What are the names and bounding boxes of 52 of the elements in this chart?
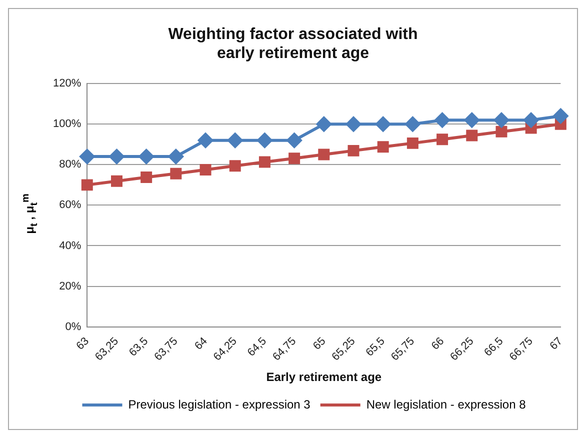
x-tick-label: 64,5	[245, 335, 269, 359]
x-tick-label: 66	[429, 335, 447, 352]
point	[377, 141, 389, 153]
point	[110, 175, 122, 187]
point	[288, 152, 300, 164]
point	[81, 179, 93, 191]
point	[170, 168, 182, 180]
y-tick-label: 120%	[52, 78, 82, 90]
point	[348, 144, 360, 156]
x-axis-title: Early retirement age	[266, 370, 382, 384]
point	[434, 112, 450, 128]
point	[140, 171, 152, 183]
point	[496, 126, 508, 138]
point	[229, 160, 241, 172]
point	[494, 112, 509, 128]
point	[464, 112, 480, 128]
x-tick-label: 63	[74, 335, 92, 352]
y-tick-label: 40%	[59, 240, 82, 252]
x-tick-label: 67	[548, 335, 565, 352]
point	[466, 130, 478, 142]
point	[228, 132, 243, 148]
point	[436, 134, 448, 146]
x-tick-label: 65,5	[364, 335, 388, 359]
point	[200, 164, 212, 176]
x-tick-label: 64	[192, 335, 210, 352]
point	[316, 116, 332, 132]
point	[406, 137, 418, 149]
point	[257, 132, 272, 148]
point	[109, 149, 124, 164]
point	[405, 116, 420, 132]
y-tick-label: 80%	[59, 158, 82, 171]
chart-title: Weighting factor associated with early retirement age	[167, 25, 419, 63]
y-tick-label: 0%	[65, 320, 82, 333]
y-tick-label: 100%	[52, 118, 82, 130]
point	[376, 116, 391, 132]
point	[524, 112, 539, 128]
y-tick-label: 20%	[59, 280, 82, 292]
point	[318, 148, 330, 160]
x-tick-label: 63,5	[126, 335, 151, 359]
point	[168, 149, 184, 164]
point	[346, 116, 361, 132]
point	[138, 149, 154, 164]
legend-label: New legislation - expression 8	[366, 397, 526, 412]
point	[80, 149, 95, 164]
point	[286, 132, 302, 148]
y-tick-label: 60%	[59, 199, 82, 212]
x-tick-label: 65	[311, 335, 328, 352]
point	[258, 156, 270, 168]
legend-label: Previous legislation - expression 3	[128, 397, 311, 412]
point	[553, 108, 568, 124]
x-tick-label: 66,5	[482, 335, 506, 359]
point	[198, 132, 214, 148]
